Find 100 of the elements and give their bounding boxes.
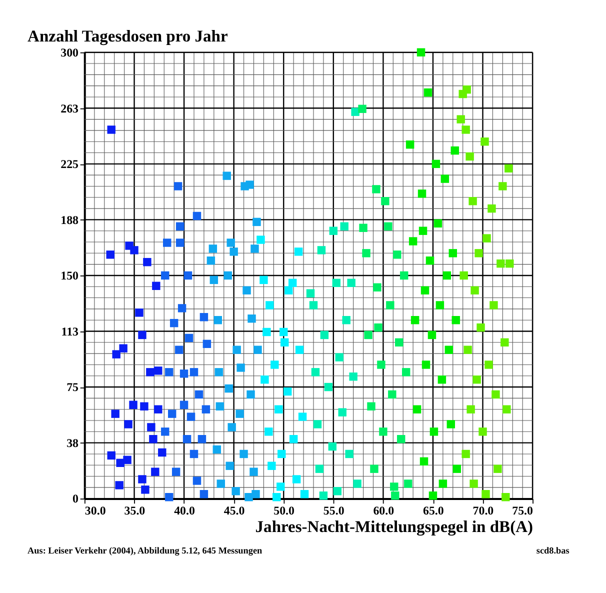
- point: [172, 468, 180, 476]
- point: [402, 368, 410, 376]
- point: [470, 480, 478, 488]
- point: [342, 316, 350, 324]
- point: [252, 218, 261, 226]
- point: [284, 286, 293, 294]
- point: [112, 350, 120, 358]
- point: [224, 271, 232, 280]
- point: [280, 338, 289, 347]
- point: [482, 490, 490, 498]
- point: [367, 402, 376, 410]
- point: [236, 410, 244, 418]
- point: [260, 375, 269, 384]
- point: [442, 271, 452, 280]
- point: [165, 368, 174, 376]
- point: [163, 238, 172, 247]
- point: [353, 480, 362, 488]
- point: [147, 423, 156, 432]
- point: [288, 278, 297, 288]
- point: [306, 289, 315, 298]
- point: [311, 368, 320, 376]
- point: [484, 360, 493, 369]
- point: [345, 450, 354, 458]
- y-tick-label: 300: [60, 45, 79, 60]
- point: [358, 104, 366, 113]
- point: [295, 346, 304, 354]
- point: [180, 400, 188, 409]
- point: [174, 346, 184, 354]
- point: [262, 328, 271, 336]
- point: [440, 174, 450, 183]
- point: [294, 248, 303, 256]
- point: [347, 278, 356, 288]
- point: [165, 492, 174, 502]
- point: [140, 402, 148, 410]
- point: [226, 462, 234, 470]
- point: [400, 271, 408, 280]
- point: [216, 480, 225, 488]
- point: [470, 286, 479, 294]
- point: [226, 238, 235, 247]
- point: [190, 368, 198, 376]
- point: [494, 464, 502, 473]
- point: [232, 346, 241, 354]
- point: [244, 492, 253, 502]
- point: [373, 283, 382, 292]
- x-tick-label: 55.0: [323, 504, 344, 518]
- point: [270, 360, 279, 369]
- point: [488, 204, 496, 213]
- point: [395, 338, 404, 347]
- point: [192, 476, 202, 485]
- point: [184, 334, 194, 342]
- point: [313, 420, 322, 428]
- point: [466, 405, 475, 414]
- point: [462, 126, 470, 134]
- point: [268, 462, 276, 470]
- point: [198, 434, 206, 444]
- y-tick-label: 0: [72, 492, 79, 506]
- point: [194, 390, 204, 399]
- point: [111, 410, 120, 418]
- point: [161, 428, 170, 436]
- point: [124, 420, 132, 428]
- point: [240, 450, 248, 458]
- point: [498, 182, 507, 190]
- point: [317, 246, 326, 254]
- point: [224, 384, 233, 393]
- x-tick-label: 70.0: [472, 504, 494, 518]
- point: [332, 278, 340, 288]
- point: [216, 402, 224, 410]
- point: [202, 405, 210, 414]
- x-tick-label: 35.0: [124, 504, 146, 518]
- point: [468, 196, 477, 206]
- point: [292, 475, 301, 484]
- point: [246, 390, 255, 399]
- point: [500, 338, 509, 347]
- point: [430, 428, 438, 436]
- point: [274, 405, 283, 414]
- point: [135, 308, 144, 317]
- x-tick-label: 75.0: [512, 504, 534, 518]
- point: [289, 434, 298, 444]
- x-tick-label: 65.0: [422, 504, 444, 518]
- point: [456, 115, 465, 124]
- point: [390, 482, 398, 491]
- point: [283, 387, 292, 396]
- point: [452, 316, 460, 324]
- point: [329, 226, 338, 235]
- point: [186, 412, 196, 421]
- point: [119, 344, 128, 352]
- point: [228, 423, 236, 432]
- point: [190, 450, 198, 458]
- point: [333, 487, 342, 496]
- point: [446, 420, 456, 428]
- point: [418, 190, 426, 198]
- point: [450, 146, 459, 155]
- point: [410, 316, 420, 324]
- chart-title: Anzahl Tagesdosen pro Jahr: [28, 26, 228, 46]
- x-tick-label: 45.0: [224, 504, 245, 518]
- y-tick-label: 225: [60, 157, 79, 172]
- point: [129, 400, 138, 409]
- y-tick-label: 263: [60, 101, 79, 116]
- point: [328, 442, 337, 451]
- point: [180, 370, 188, 378]
